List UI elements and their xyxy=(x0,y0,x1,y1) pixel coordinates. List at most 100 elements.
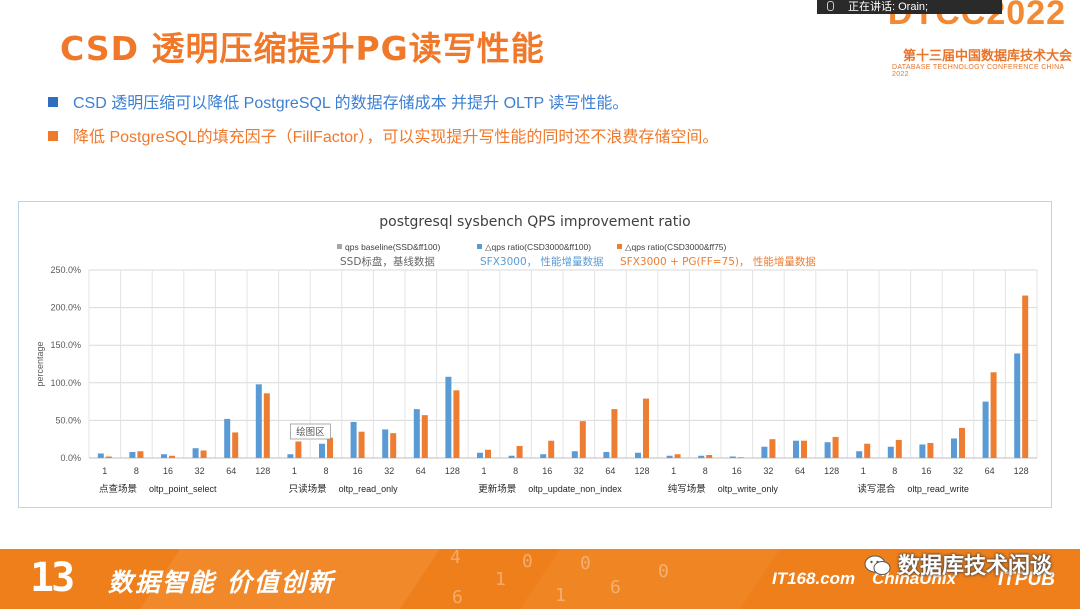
brand-it168: IT168.com xyxy=(772,569,856,588)
bar-csd-ff100 xyxy=(951,438,957,458)
group-name: oltp_read_only xyxy=(339,484,399,494)
x-tick-label: 64 xyxy=(795,466,805,476)
bar-csd-ff100 xyxy=(540,454,547,458)
group-name: oltp_update_non_index xyxy=(528,484,622,494)
x-tick-label: 1 xyxy=(292,466,297,476)
bar-csd-ff100 xyxy=(445,376,452,458)
footer-digit: 1 xyxy=(495,569,506,590)
x-tick-label: 1 xyxy=(481,466,486,476)
bar-csd-ff100 xyxy=(824,442,831,458)
bar-csd-ff100 xyxy=(161,454,167,458)
x-tick-label: 16 xyxy=(732,466,742,476)
bar-csd-ff100 xyxy=(255,384,262,458)
bar-csd-ff75 xyxy=(485,449,491,458)
x-tick-label: 1 xyxy=(671,466,676,476)
bullet-square-icon xyxy=(48,131,58,141)
x-tick-label: 16 xyxy=(921,466,931,476)
bar-csd-ff100 xyxy=(382,429,389,458)
logo-cn: 第十三届中国数据库技术大会 xyxy=(902,48,1072,63)
bar-csd-ff100 xyxy=(887,446,894,458)
wechat-watermark: 数据库技术闲谈 xyxy=(864,548,1052,580)
x-tick-label: 128 xyxy=(824,466,839,476)
legend-note: SSD标盘，基线数据 xyxy=(340,255,435,268)
x-tick-label: 8 xyxy=(134,466,139,476)
x-tick-label: 32 xyxy=(574,466,584,476)
bar-csd-ff75 xyxy=(169,455,175,458)
footer-digit: 6 xyxy=(452,587,463,608)
footer-digit: 0 xyxy=(658,561,669,582)
bar-csd-ff100 xyxy=(982,401,989,458)
x-tick-label: 1 xyxy=(102,466,107,476)
bar-csd-ff100 xyxy=(761,446,768,458)
bar-csd-ff75 xyxy=(864,443,871,458)
y-tick-label: 200.0% xyxy=(50,303,81,313)
bar-csd-ff100 xyxy=(287,454,294,458)
group-label: 点查场景 xyxy=(99,483,137,495)
x-tick-label: 32 xyxy=(763,466,773,476)
x-tick-label: 128 xyxy=(634,466,649,476)
legend-note: SFX3000， 性能增量数据 xyxy=(480,255,604,268)
bullet-item: CSD 透明压缩可以降低 PostgreSQL 的数据存储成本 并提升 OLTP… xyxy=(48,89,628,113)
bar-csd-ff75 xyxy=(105,456,112,458)
footer-digit: 0 xyxy=(580,553,591,574)
bar-csd-ff100 xyxy=(729,456,736,458)
footer-digit: 1 xyxy=(555,585,566,606)
x-tick-label: 128 xyxy=(445,466,460,476)
bar-csd-ff75 xyxy=(548,440,555,458)
speaking-indicator: 正在讲话: Orain; xyxy=(817,0,1002,14)
footer-pattern xyxy=(140,549,780,609)
bar-csd-ff100 xyxy=(856,451,863,458)
bar-csd-ff100 xyxy=(666,455,673,458)
x-tick-label: 8 xyxy=(703,466,708,476)
y-axis-title: percentage xyxy=(35,341,45,386)
bar-csd-ff75 xyxy=(358,431,365,458)
footer-digit: 0 xyxy=(522,551,533,572)
legend-swatch xyxy=(617,244,622,249)
chart-container[interactable]: postgresql sysbench QPS improvement rati… xyxy=(18,201,1052,508)
bar-csd-ff100 xyxy=(919,444,926,458)
bar-csd-ff75 xyxy=(706,454,713,458)
y-tick-label: 100.0% xyxy=(50,378,81,388)
bar-csd-ff75 xyxy=(390,433,397,458)
bar-csd-ff100 xyxy=(224,418,231,458)
footer-digit: 6 xyxy=(610,577,621,598)
bar-csd-ff75 xyxy=(327,437,333,458)
tooltip-text: 绘图区 xyxy=(296,426,325,438)
x-tick-label: 8 xyxy=(513,466,518,476)
y-tick-label: 50.0% xyxy=(55,415,81,425)
bar-csd-ff100 xyxy=(129,451,136,458)
bar-csd-ff100 xyxy=(635,452,641,458)
bar-csd-ff75 xyxy=(801,440,807,458)
microphone-icon xyxy=(827,1,834,11)
bar-csd-ff75 xyxy=(643,398,649,458)
y-tick-label: 150.0% xyxy=(50,340,81,350)
bar-csd-ff75 xyxy=(832,436,839,458)
qps-chart[interactable]: postgresql sysbench QPS improvement rati… xyxy=(19,202,1051,507)
bullet-text: 降低 PostgreSQL的填充因子（FillFactor），可以实现提升写性能… xyxy=(73,129,719,146)
x-tick-label: 16 xyxy=(163,466,173,476)
x-tick-label: 16 xyxy=(542,466,552,476)
bullet-square-icon xyxy=(48,97,58,107)
speaker-label: 正在讲话: Orain; xyxy=(848,1,929,13)
slide-title: CSD 透明压缩提升PG读写性能 xyxy=(60,29,545,68)
bar-csd-ff75 xyxy=(990,372,997,458)
bar-csd-ff75 xyxy=(295,441,302,458)
bar-csd-ff100 xyxy=(603,451,610,458)
bar-csd-ff100 xyxy=(97,453,104,458)
bar-csd-ff75 xyxy=(137,451,144,458)
wechat-icon xyxy=(864,555,891,575)
bar-csd-ff100 xyxy=(350,421,357,458)
x-tick-label: 16 xyxy=(353,466,363,476)
x-tick-label: 8 xyxy=(892,466,897,476)
brand-chinaunix: ChinaUnix xyxy=(872,569,957,588)
legend-label: △qps ratio(CSD3000&ff100) xyxy=(485,242,591,252)
bar-csd-ff100 xyxy=(793,440,799,458)
logo-en: DATABASE TECHNOLOGY CONFERENCE CHINA 202… xyxy=(892,64,1065,78)
x-tick-label: 128 xyxy=(1014,466,1029,476)
group-name: oltp_read_write xyxy=(907,484,969,494)
bar-csd-ff100 xyxy=(319,443,325,458)
x-tick-label: 32 xyxy=(384,466,394,476)
legend-note: SFX3000 + PG(FF=75)， 性能增量数据 xyxy=(620,255,816,268)
tooltip-box xyxy=(289,423,331,440)
x-tick-label: 64 xyxy=(605,466,615,476)
